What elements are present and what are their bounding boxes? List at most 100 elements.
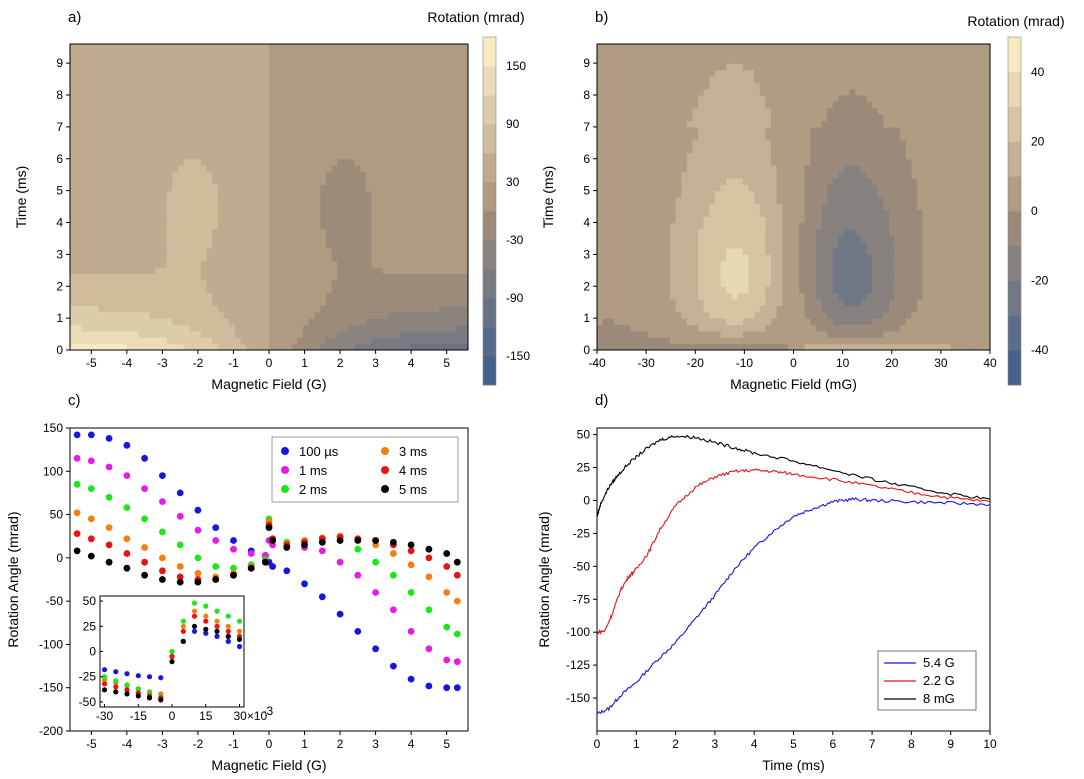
heatmap-cell: [229, 158, 236, 166]
heatmap-cell: [450, 88, 458, 96]
heatmap-cell: [597, 133, 604, 141]
heatmap-cell: [636, 292, 643, 300]
heatmap-cell: [143, 216, 151, 224]
heatmap-cell: [703, 222, 710, 230]
heatmap-cell: [320, 101, 327, 109]
heatmap-cell: [759, 241, 767, 249]
heatmap-cell: [636, 248, 643, 255]
heatmap-cell: [160, 114, 168, 122]
heatmap-cell: [450, 95, 458, 102]
heatmap-cell: [251, 197, 259, 204]
heatmap-cell: [462, 165, 468, 173]
heatmap-cell: [354, 273, 361, 281]
heatmap-cell: [686, 299, 694, 306]
heatmap-cell: [630, 50, 637, 58]
heatmap-cell: [138, 107, 145, 115]
heatmap-cell: [630, 203, 637, 211]
heatmap-cell: [195, 216, 202, 224]
heatmap-cell: [257, 305, 264, 313]
heatmap-cell: [371, 311, 378, 319]
heatmap-cell: [658, 120, 665, 128]
heatmap-cell: [155, 158, 162, 166]
heatmap-cell: [658, 88, 665, 96]
heatmap-cell: [456, 318, 463, 326]
heatmap-cell: [765, 88, 772, 96]
heatmap-cell: [742, 330, 750, 338]
heatmap-cell: [394, 235, 401, 243]
heatmap-cell: [172, 203, 179, 211]
heatmap-cell: [246, 260, 253, 268]
heatmap-cell: [382, 114, 389, 122]
heatmap-cell: [98, 286, 105, 294]
heatmap-cell: [325, 228, 333, 236]
heatmap-cell: [70, 126, 77, 134]
heatmap-cell: [155, 248, 162, 255]
heatmap-cell: [104, 107, 111, 115]
heatmap-cell: [126, 292, 134, 300]
heatmap-cell: [297, 146, 304, 153]
heatmap-cell: [748, 235, 755, 243]
heatmap-cell: [748, 203, 755, 211]
heatmap-cell: [625, 318, 632, 326]
heatmap-cell: [731, 299, 738, 306]
heatmap-cell: [731, 248, 738, 255]
heatmap-cell: [625, 95, 632, 102]
heatmap-cell: [354, 152, 361, 160]
heatmap-cell: [371, 69, 378, 77]
heatmap-cell: [759, 216, 767, 224]
heatmap-cell: [87, 165, 94, 173]
heatmap-cell: [75, 114, 82, 122]
heatmap-cell: [337, 235, 344, 243]
heatmap-cell: [737, 343, 744, 350]
heatmap-cell: [115, 158, 122, 166]
heatmap-cell: [771, 279, 778, 287]
heatmap-cell: [439, 75, 446, 83]
heatmap-cell: [714, 158, 722, 166]
heatmap-cell: [348, 305, 355, 313]
heatmap-cell: [765, 171, 772, 179]
heatmap-cell: [308, 279, 316, 287]
heatmap-cell: [183, 209, 190, 217]
heatmap-cell: [445, 158, 452, 166]
heatmap-cell: [597, 318, 604, 326]
heatmap-cell: [754, 120, 761, 128]
heatmap-cell: [286, 318, 293, 326]
heatmap-cell: [280, 318, 287, 326]
heatmap-cell: [664, 158, 671, 166]
heatmap-cell: [416, 241, 424, 249]
heatmap-cell: [291, 69, 299, 77]
heatmap-cell: [754, 95, 761, 102]
heatmap-cell: [98, 260, 105, 268]
heatmap-cell: [189, 330, 196, 338]
heatmap-cell: [92, 197, 100, 204]
heatmap-cell: [411, 44, 418, 51]
heatmap-cell: [183, 165, 190, 173]
heatmap-cell: [698, 222, 705, 230]
heatmap-cell: [217, 267, 225, 275]
heatmap-cell: [229, 120, 236, 128]
heatmap-cell: [320, 209, 327, 217]
heatmap-cell: [388, 101, 395, 109]
heatmap-cell: [450, 50, 458, 58]
heatmap-cell: [121, 75, 128, 83]
heatmap-cell: [658, 279, 665, 287]
heatmap-cell: [714, 152, 722, 160]
heatmap-cell: [371, 56, 378, 64]
heatmap-cell: [308, 318, 316, 326]
heatmap-cell: [160, 273, 168, 281]
heatmap-cell: [320, 114, 327, 122]
heatmap-cell: [428, 165, 435, 173]
heatmap-cell: [166, 228, 173, 236]
heatmap-cell: [189, 69, 196, 77]
heatmap-cell: [664, 165, 671, 173]
heatmap-cell: [742, 299, 750, 306]
heatmap-cell: [675, 209, 682, 217]
heatmap-cell: [776, 177, 783, 185]
heatmap-cell: [394, 273, 401, 281]
heatmap-cell: [223, 146, 230, 153]
heatmap-cell: [619, 146, 626, 153]
heatmap-cell: [405, 165, 412, 173]
heatmap-cell: [647, 133, 654, 141]
heatmap-cell: [257, 171, 264, 179]
